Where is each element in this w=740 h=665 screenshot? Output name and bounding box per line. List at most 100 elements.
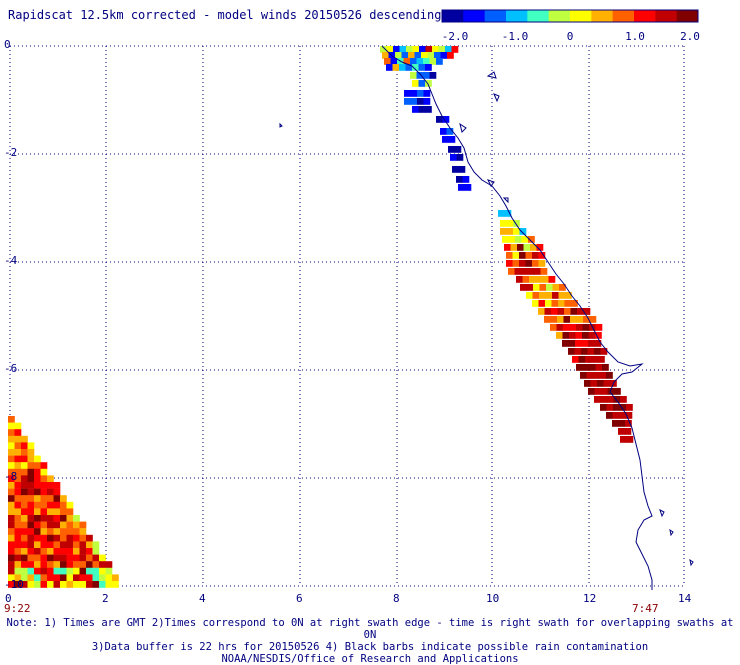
colorbar-label: 0	[566, 30, 574, 43]
swath-cell	[429, 72, 437, 79]
swath-cell	[8, 561, 15, 568]
swath-cell	[551, 308, 558, 315]
swath-cell	[399, 64, 406, 71]
swath-cell	[27, 501, 35, 509]
swath-cell	[399, 46, 407, 53]
swath-cell	[405, 64, 413, 71]
swath-cell	[416, 72, 424, 79]
swath-cell	[412, 106, 419, 113]
swath-cell	[423, 72, 430, 79]
swath-cell	[384, 58, 391, 65]
swath-cell	[8, 508, 15, 516]
swath-cell	[21, 501, 28, 509]
swath-cell	[595, 324, 603, 331]
swath-cell	[442, 116, 450, 123]
swath-cell	[601, 388, 608, 395]
swath-cell	[624, 428, 632, 435]
swath-cell	[392, 64, 400, 71]
swath-cell	[66, 541, 74, 549]
swath-cell	[404, 98, 411, 105]
swath-cell	[574, 348, 582, 355]
swath-cell	[410, 90, 418, 97]
swath-cell	[404, 90, 411, 97]
swath-cell	[47, 528, 54, 535]
swath-cell	[105, 561, 113, 568]
swath-cell	[47, 574, 54, 582]
swath-cell	[14, 468, 22, 476]
swath-cell	[432, 46, 439, 53]
swath-cell	[73, 554, 80, 562]
swath-cell	[546, 284, 553, 291]
swath-cell	[40, 561, 48, 568]
swath-cell	[382, 52, 389, 59]
swath-cell	[27, 449, 35, 456]
swath-cell	[14, 455, 22, 463]
right-swath-time: 7:47	[632, 602, 659, 615]
colorbar-segment	[676, 10, 699, 22]
swath-cell	[8, 422, 15, 430]
swath-cell	[8, 416, 15, 423]
swath-cell	[14, 442, 22, 450]
swath-cell	[86, 548, 93, 555]
swath-cell	[556, 332, 563, 339]
swath-cell	[452, 166, 459, 173]
swath-cell	[66, 501, 74, 509]
swath-cell	[27, 561, 35, 568]
swath-cell	[538, 300, 546, 307]
swath-cell	[416, 58, 424, 65]
swath-cell	[60, 521, 67, 529]
swath-cell	[21, 468, 28, 476]
x-tick-label: 12	[583, 592, 597, 605]
swath-cell	[516, 276, 523, 283]
colorbar-segment	[527, 10, 550, 22]
colorbar-label: -2.0	[441, 30, 469, 43]
swath-cell	[73, 561, 80, 568]
swath-cell	[600, 404, 607, 411]
swath-cell	[456, 176, 463, 183]
x-tick-label: 10	[486, 592, 500, 605]
swath-cell	[591, 356, 599, 363]
swath-cell	[395, 52, 402, 59]
swath-cell	[79, 534, 87, 542]
swath-cell	[79, 561, 87, 568]
swath-cell	[34, 475, 41, 483]
swath-cell	[429, 58, 437, 65]
swath-cell	[14, 422, 22, 430]
swath-cell	[86, 581, 93, 588]
swath-cell	[14, 495, 22, 502]
swath-cell	[40, 508, 48, 516]
swath-cell	[40, 534, 48, 542]
swath-cell	[27, 574, 35, 582]
swath-cell	[21, 508, 28, 516]
left-swath-time: 9:22	[4, 602, 31, 615]
swath-cell	[27, 508, 35, 516]
swath-cell	[21, 515, 28, 522]
swath-cell	[500, 220, 507, 227]
swath-cell	[425, 80, 432, 87]
swath-cell	[380, 46, 387, 53]
swath-cell	[522, 276, 530, 283]
swath-cell	[27, 554, 35, 562]
swath-cell	[619, 404, 627, 411]
swath-cell	[532, 292, 540, 299]
swath-cell	[498, 210, 505, 217]
swath-cell	[47, 561, 54, 568]
swath-cell	[606, 412, 613, 419]
swath-cell	[66, 548, 74, 555]
swath-cell	[618, 428, 625, 435]
swath-cell	[34, 468, 41, 476]
swath-cell	[564, 308, 571, 315]
swath-cell	[27, 455, 35, 463]
swath-cell	[40, 475, 48, 483]
swath-cell	[436, 116, 443, 123]
swath-cell	[613, 404, 620, 411]
swath-cell	[14, 429, 22, 436]
swath-cell	[597, 380, 604, 387]
swath-cell	[21, 442, 28, 450]
swath-cell	[530, 244, 537, 251]
swath-cell	[34, 534, 41, 542]
swath-cell	[526, 292, 533, 299]
swath-cell	[446, 128, 454, 135]
swath-cell	[500, 228, 507, 235]
swath-cell	[558, 300, 565, 307]
